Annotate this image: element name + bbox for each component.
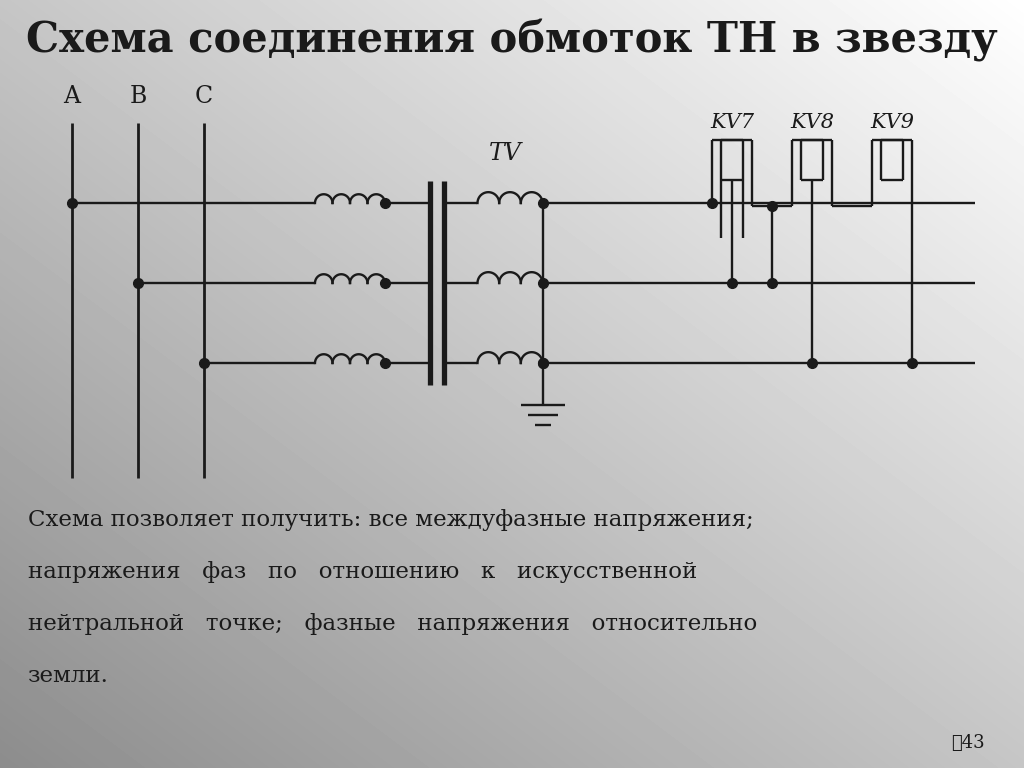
Text: нейтральной   точке;   фазные   напряжения   относительно: нейтральной точке; фазные напряжения отн… [28, 613, 758, 635]
Text: напряжения   фаз   по   отношению   к   искусственной: напряжения фаз по отношению к искусствен… [28, 561, 697, 583]
Text: Схема позволяет получить: все междуфазные напряжения;: Схема позволяет получить: все междуфазны… [28, 509, 754, 531]
Text: ⁃43: ⁃43 [951, 734, 985, 752]
Text: Схема соединения обмоток ТН в звезду: Схема соединения обмоток ТН в звезду [27, 18, 997, 61]
Text: KV9: KV9 [870, 114, 914, 133]
Text: KV7: KV7 [710, 114, 754, 133]
Text: KV8: KV8 [790, 114, 834, 133]
Text: C: C [195, 85, 213, 108]
Text: A: A [63, 85, 81, 108]
Text: TV: TV [488, 141, 521, 164]
Text: земли.: земли. [28, 665, 109, 687]
Text: B: B [129, 85, 146, 108]
